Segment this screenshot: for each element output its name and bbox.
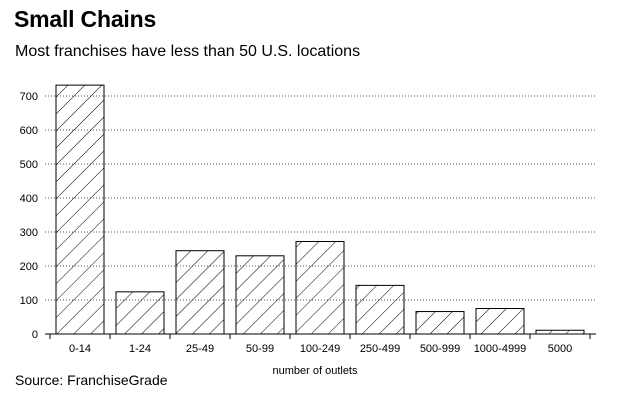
- bar: [175, 250, 225, 335]
- chart-source: Source: FranchiseGrade: [15, 372, 168, 388]
- y-tick-label: 300: [20, 227, 38, 239]
- bar: [295, 241, 345, 335]
- bar: [415, 311, 465, 335]
- bars: [55, 84, 585, 335]
- x-tick-label: 25-49: [186, 343, 214, 355]
- x-tick-label: 100-249: [300, 343, 340, 355]
- y-tick-label: 200: [20, 261, 38, 273]
- x-tick-label: 50-99: [246, 343, 274, 355]
- bar: [475, 308, 525, 335]
- x-tick-label: 5000: [548, 343, 572, 355]
- bar: [535, 329, 585, 335]
- y-axis-ticks: 0 100 200 300 400 500 600 700: [20, 91, 38, 341]
- x-tick-label: 250-499: [360, 343, 400, 355]
- chart-subtitle: Most franchises have less than 50 U.S. l…: [15, 43, 361, 60]
- x-tick-label: 1000-4999: [474, 343, 527, 355]
- x-axis-ticks: 0-14 1-24 25-49 50-99 100-249 250-499 500-999 1…: [49, 334, 591, 355]
- y-tick-label: 400: [20, 193, 38, 205]
- bar: [355, 284, 405, 335]
- chart-title: Small Chains: [14, 6, 157, 32]
- x-tick-label: 0-14: [69, 343, 91, 355]
- y-tick-label: 0: [32, 329, 38, 341]
- bar: [235, 255, 285, 335]
- y-tick-label: 500: [20, 159, 38, 171]
- gridlines: [45, 95, 596, 301]
- bar: [115, 291, 165, 335]
- x-tick-label: 500-999: [420, 343, 460, 355]
- y-tick-label: 100: [20, 295, 38, 307]
- y-tick-label: 700: [20, 91, 38, 103]
- x-tick-label: 1-24: [129, 343, 151, 355]
- x-axis-label: number of outlets: [273, 365, 358, 377]
- y-tick-label: 600: [20, 125, 38, 137]
- bar: [55, 84, 105, 335]
